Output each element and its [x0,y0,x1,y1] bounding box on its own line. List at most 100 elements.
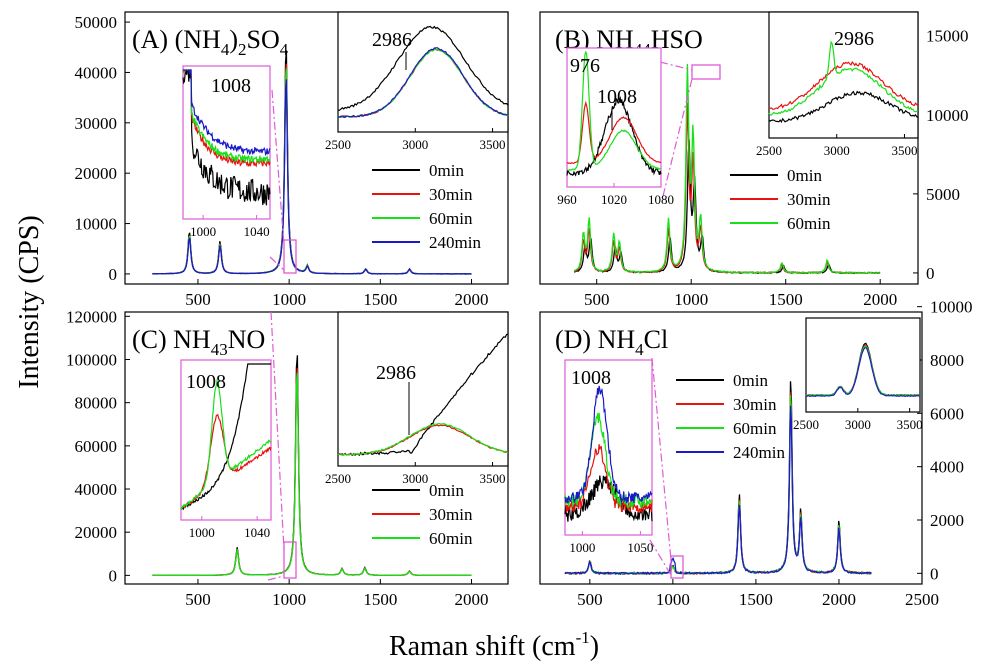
x-tick-label: 2000 [455,290,489,309]
title-subscript: 4 [280,40,289,59]
inset-plot: 1000 1050 [564,359,653,555]
x-tick-label: 1000 [674,290,708,309]
x-axis-label-main: Raman shift (cm [389,631,576,662]
inset-series-line-60min [182,69,271,164]
title-part: SO [246,25,279,54]
inset-x-tick-label: 3000 [402,137,428,152]
inset-plot: 1000 1040 [182,65,271,239]
panel-title: (C) NH43NO [132,325,265,359]
inset-plot: 960 1020 1080 [557,47,674,207]
inset-x-tick-label: 1000 [569,540,595,555]
inset-frame [182,65,271,220]
inset-annotation-2986: 2986 [834,28,874,50]
inset-annotation-976: 976 [570,55,600,77]
x-tick-label: 1000 [656,590,690,609]
inset-series-line-240min [805,346,921,398]
zoom-leader-line [659,61,693,71]
inset-frame [337,311,509,467]
title-part: (C) NH [132,325,211,354]
x-tick-label: 2000 [455,590,489,609]
y-tick-label: 20000 [75,164,118,183]
zoom-region-box [670,555,684,579]
y-tick-label: 40000 [75,63,118,82]
y-axis-label: Intensity (CPS) [14,215,45,388]
legend-label-0min: 0min [429,481,464,500]
inset-x-tick-label: 2500 [793,417,819,432]
y-tick-label: 40000 [75,480,118,499]
inset-x-tick-label: 3000 [845,417,871,432]
legend-label-0min: 0min [429,161,464,180]
inset-series-line-240min [183,68,271,156]
y-tick-label: 30000 [75,114,118,133]
inset-series-line-0min [564,475,653,522]
inset-series-line-240min [564,385,653,504]
x-axis-label-close: ) [590,631,599,662]
inset-frame [768,11,919,139]
inset-series-line-60min [337,422,509,456]
inset-frame [180,359,272,521]
inset-x-tick-label: 2500 [756,143,782,158]
inset-annotation-2986: 2986 [372,29,412,51]
x-tick-label: 2000 [822,590,856,609]
panel-title: (D) NH4Cl [555,325,668,359]
inset-annotation-1008: 1008 [186,371,226,393]
y-tick-label: 100000 [66,350,117,369]
inset-x-tick-label: 3500 [480,471,506,486]
inset-annotation-1008: 1008 [211,75,251,97]
zoom-leader-line [267,575,285,581]
y-tick-label: 50000 [75,13,118,32]
inset-series-line-30min [337,424,509,456]
inset-series-line-0min [566,95,662,177]
zoom-region-box [283,541,297,579]
inset-x-tick-label: 960 [557,192,577,207]
x-tick-label: 500 [185,590,211,609]
panel-D: 500 1000 1500 2000 2500 0 2000 4000 6000 8000 1000… [539,298,973,609]
zoom-leader-line [270,311,285,551]
x-tick-label: 1500 [769,290,803,309]
legend-label-60min: 60min [733,419,777,438]
panel-title: (A) (NH4)2SO4 [132,25,289,59]
y-tick-label: 0 [926,264,935,283]
x-tick-label: 2000 [863,290,897,309]
inset-plot: 2500 3000 3500 [325,311,509,486]
inset-series-line-240min [337,47,509,119]
x-tick-label: 2500 [905,590,939,609]
y-tick-label: 0 [109,265,118,284]
inset-x-tick-label: 1040 [244,525,270,540]
title-subscript: 2 [238,40,247,59]
legend-label-30min: 30min [733,395,777,414]
title-subscript: 4 [221,40,230,59]
y-tick-label: 0 [109,566,118,585]
series-line-240min [564,405,872,576]
y-tick-label: 120000 [66,307,117,326]
y-tick-label: 20000 [75,523,118,542]
title-subscript: 4 [211,340,220,359]
inset-frame [805,317,921,413]
y-tick-label: 6000 [930,404,964,423]
inset-x-tick-label: 1020 [601,192,627,207]
inset-frame [566,47,662,188]
zoom-leader-line [649,539,672,576]
y-tick-label: 8000 [930,351,964,370]
inset-series-line-0min [182,69,271,206]
zoom-region-box [691,64,721,80]
inset-annotation-2986: 2986 [376,362,416,384]
y-tick-label: 5000 [926,185,960,204]
panel-C: 500 1000 1500 20000200004000060000800001000… [66,307,509,609]
x-tick-label: 1500 [739,590,773,609]
plot-frame [539,11,919,285]
y-tick-label: 0 [930,564,939,583]
inset-series-line-30min [768,61,919,110]
inset-plot: 1000 1040 [180,359,272,540]
title-part: ) [229,25,238,54]
title-part: (D) NH [555,325,635,354]
plot-frame [124,11,509,285]
inset-x-tick-label: 1080 [648,192,674,207]
legend-label-30min: 30min [787,190,831,209]
x-tick-label: 1000 [272,590,306,609]
y-tick-label: 15000 [926,27,969,46]
y-tick-label: 60000 [75,437,118,456]
series-line-60min [573,63,881,275]
legend-label-60min: 60min [429,209,473,228]
inset-x-tick-label: 3500 [891,143,917,158]
